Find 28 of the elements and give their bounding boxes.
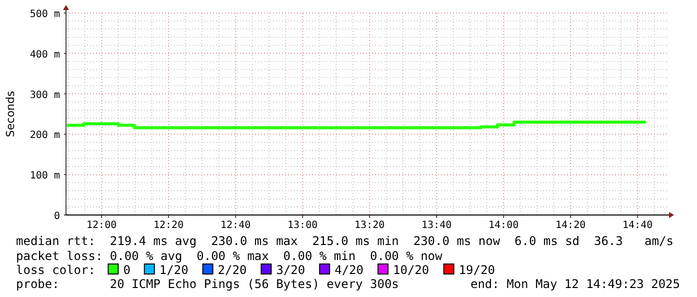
text: packet loss: 0.00 % avg 0.00 % max 0.00 % min 0.00 % now [16,249,444,263]
legend-title: loss color: [16,263,96,277]
y-tick-label: 200 m [30,130,60,142]
legend-label: 0 [123,263,130,277]
x-tick-label: 12:20 [154,220,184,231]
legend-label: 3/20 [276,263,306,277]
legend-label: 4/20 [334,263,364,277]
legend-label: 1/20 [159,263,188,277]
legend-label: 19/20 [458,263,495,277]
x-tick-label: 14:20 [556,220,586,231]
text: end: Mon May 12 14:49:23 2025 [470,277,680,291]
legend-label: 10/20 [393,263,430,277]
x-tick-label: 13:20 [354,220,385,231]
y-axis-title: Seconds [4,90,17,138]
y-tick-label: 500 m [30,9,60,20]
y-tick-label: 0 [54,211,60,222]
x-tick-label: 12:40 [220,220,251,231]
y-tick-label: 100 m [30,170,60,182]
x-tick-label: 12:00 [86,220,117,231]
y-tick-label: 400 m [30,49,60,60]
text: probe: 20 ICMP Echo Pings (56 Bytes) every 300s [16,277,399,291]
x-tick-label: 14:00 [488,220,519,231]
x-tick-label: 13:40 [422,220,452,231]
text: median rtt: 219.4 ms avg 230.0 ms max 215.0 ms min 230.0 ms now 6.0 ms sd 36.3 am/s [16,234,674,248]
x-tick-label: 14:40 [622,220,653,231]
legend-label: 2/20 [218,263,247,277]
y-tick-label: 300 m [30,90,60,101]
x-tick-label: 13:00 [288,220,318,231]
